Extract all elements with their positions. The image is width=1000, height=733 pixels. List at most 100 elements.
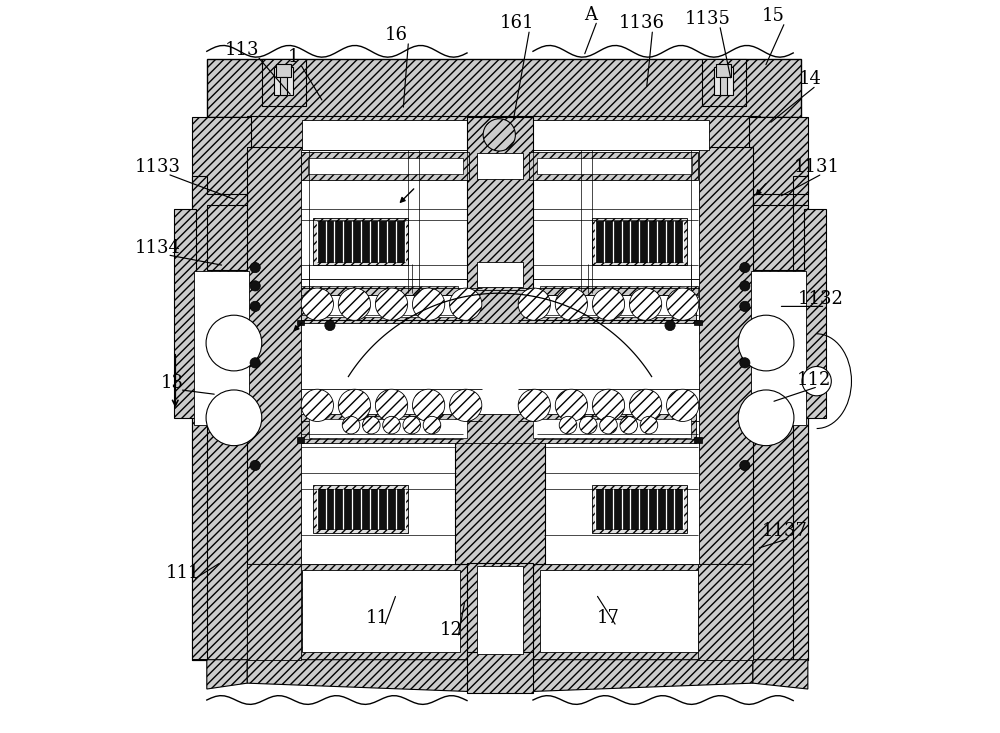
Circle shape [579, 416, 597, 434]
Text: 1134: 1134 [135, 239, 181, 257]
Circle shape [412, 389, 445, 421]
Polygon shape [192, 660, 247, 689]
Circle shape [301, 288, 333, 320]
Circle shape [383, 416, 400, 434]
Bar [720, 77, 727, 95]
Bar [308, 158, 463, 174]
Circle shape [802, 366, 831, 396]
Bar [522, 120, 709, 150]
Bar [477, 566, 523, 654]
Bar [301, 286, 458, 297]
Bar [194, 271, 249, 425]
Text: 11: 11 [366, 609, 389, 627]
Circle shape [483, 119, 515, 151]
Circle shape [338, 288, 371, 320]
Bar [247, 147, 302, 660]
Bar [313, 485, 408, 533]
Text: 113: 113 [225, 41, 259, 59]
Circle shape [640, 416, 658, 434]
Circle shape [206, 315, 262, 371]
Bar [276, 64, 291, 77]
Text: 1132: 1132 [798, 290, 844, 308]
Bar [477, 153, 523, 179]
Circle shape [592, 389, 625, 421]
Bar [529, 152, 698, 180]
Circle shape [375, 389, 408, 421]
Bar [714, 67, 733, 95]
Circle shape [250, 460, 260, 471]
Polygon shape [247, 564, 301, 660]
Text: 1135: 1135 [685, 10, 730, 28]
Bar [247, 564, 753, 660]
Circle shape [555, 389, 588, 421]
Bar [467, 563, 533, 660]
Bar [301, 150, 699, 279]
Bar [477, 262, 523, 287]
Bar [467, 652, 533, 693]
Text: 12: 12 [439, 622, 462, 639]
Circle shape [738, 315, 794, 371]
Text: A: A [584, 6, 597, 23]
Circle shape [518, 288, 550, 320]
Bar [317, 221, 405, 262]
Bar [540, 286, 698, 297]
Text: 13: 13 [161, 375, 184, 392]
Circle shape [665, 320, 675, 331]
Circle shape [338, 389, 371, 421]
Text: 14: 14 [799, 70, 821, 88]
Text: 161: 161 [500, 15, 534, 32]
Circle shape [423, 416, 441, 434]
Bar [467, 117, 533, 293]
Circle shape [667, 288, 699, 320]
Circle shape [559, 416, 577, 434]
Bar [302, 120, 489, 150]
Bar [804, 209, 826, 418]
Text: 16: 16 [384, 26, 407, 44]
Polygon shape [753, 660, 808, 689]
Circle shape [740, 281, 750, 291]
Text: 1131: 1131 [794, 158, 840, 176]
Polygon shape [698, 564, 753, 660]
Bar [262, 59, 306, 106]
Circle shape [740, 460, 750, 471]
Bar [302, 570, 460, 652]
Circle shape [362, 416, 380, 434]
Bar [540, 570, 698, 652]
Circle shape [620, 416, 638, 434]
Bar [455, 436, 545, 564]
Bar [694, 320, 702, 325]
Text: 1136: 1136 [618, 15, 664, 32]
Circle shape [250, 358, 260, 368]
Text: 1133: 1133 [135, 158, 181, 176]
Bar [192, 117, 251, 660]
Circle shape [250, 301, 260, 312]
Bar [309, 419, 467, 438]
Circle shape [206, 390, 262, 446]
Circle shape [740, 301, 750, 312]
Bar [301, 279, 699, 440]
Circle shape [342, 416, 360, 434]
Bar [698, 147, 753, 660]
Circle shape [740, 262, 750, 273]
Circle shape [250, 262, 260, 273]
Bar [533, 419, 691, 438]
Circle shape [250, 281, 260, 291]
Circle shape [629, 389, 662, 421]
Circle shape [412, 288, 445, 320]
Circle shape [301, 389, 333, 421]
Bar [309, 295, 467, 317]
Bar [702, 59, 746, 106]
Bar [301, 152, 469, 180]
Text: 1: 1 [288, 48, 299, 66]
Bar [301, 440, 699, 564]
Bar [207, 59, 801, 117]
Circle shape [740, 358, 750, 368]
Bar [595, 489, 683, 529]
Bar [297, 437, 304, 443]
Circle shape [667, 389, 699, 421]
Bar [751, 271, 806, 425]
Circle shape [325, 320, 335, 331]
Bar [716, 64, 731, 77]
Bar [592, 485, 687, 533]
Polygon shape [247, 660, 753, 693]
